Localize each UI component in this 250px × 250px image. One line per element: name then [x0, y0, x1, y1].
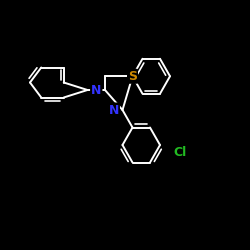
- Text: Cl: Cl: [174, 146, 186, 159]
- Text: N: N: [91, 84, 102, 96]
- Text: S: S: [128, 70, 137, 83]
- Text: N: N: [108, 104, 119, 117]
